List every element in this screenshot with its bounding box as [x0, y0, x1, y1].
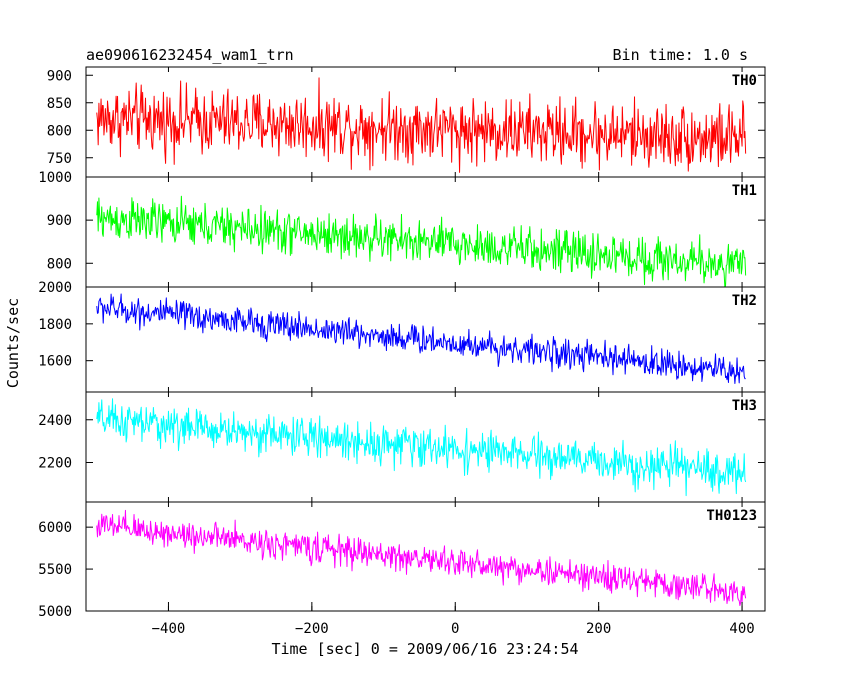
series-th2	[96, 293, 746, 384]
y-axis-label: Counts/sec	[4, 298, 22, 388]
y-tick-label: 1600	[38, 354, 72, 370]
series-th0	[96, 77, 747, 173]
y-tick-label: 1800	[38, 317, 72, 333]
y-tick-label: 5000	[38, 604, 72, 620]
panel-label: TH2	[732, 293, 757, 309]
series-th0123	[96, 509, 747, 607]
panel-th1: 800 900 1000 TH1	[38, 170, 766, 288]
x-tick-label: 0	[451, 621, 459, 637]
y-tick-label: 2000	[38, 280, 72, 296]
y-tick-label: 900	[47, 213, 72, 229]
x-tick-label: 400	[729, 621, 754, 637]
x-axis-label: Time [sec] 0 = 2009/06/16 23:24:54	[271, 640, 578, 658]
series-th1	[96, 195, 747, 288]
y-tick-label: 800	[47, 256, 72, 272]
series-th3	[96, 398, 747, 497]
panel-frame	[85, 501, 766, 612]
x-tick-label: 200	[586, 621, 611, 637]
y-tick-label: 800	[47, 123, 72, 139]
x-tick-label: −200	[295, 621, 329, 637]
panel-label: TH0123	[706, 508, 757, 524]
x-axis: −400 −200 0 200 400	[152, 602, 755, 637]
panel-frame	[85, 286, 766, 393]
panel-th2: 1600 1800 2000 TH2	[38, 280, 766, 393]
y-tick-label: 900	[47, 68, 72, 84]
y-tick-label: 2400	[38, 413, 72, 429]
panel-th0123: 5000 5500 6000 TH0123	[38, 501, 766, 620]
panels-group: 750 800 850 900 TH0 800 900 1000 TH1 1600 1800 2000…	[38, 66, 766, 620]
y-tick-label: 850	[47, 96, 72, 112]
x-tick-label: −400	[152, 621, 186, 637]
panel-label: TH3	[732, 398, 757, 414]
panel-th3: 2200 2400 TH3	[38, 391, 766, 503]
y-tick-label: 5500	[38, 562, 72, 578]
panel-label: TH1	[732, 183, 757, 199]
panel-th0: 750 800 850 900 TH0	[47, 66, 766, 178]
y-tick-label: 1000	[38, 170, 72, 186]
y-tick-label: 6000	[38, 520, 72, 536]
panel-label: TH0	[732, 73, 757, 89]
y-tick-label: 750	[47, 151, 72, 167]
y-tick-label: 2200	[38, 455, 72, 471]
chart-title: ae090616232454_wam1_trn	[86, 46, 294, 64]
bin-time-label: Bin time: 1.0 s	[613, 46, 748, 64]
